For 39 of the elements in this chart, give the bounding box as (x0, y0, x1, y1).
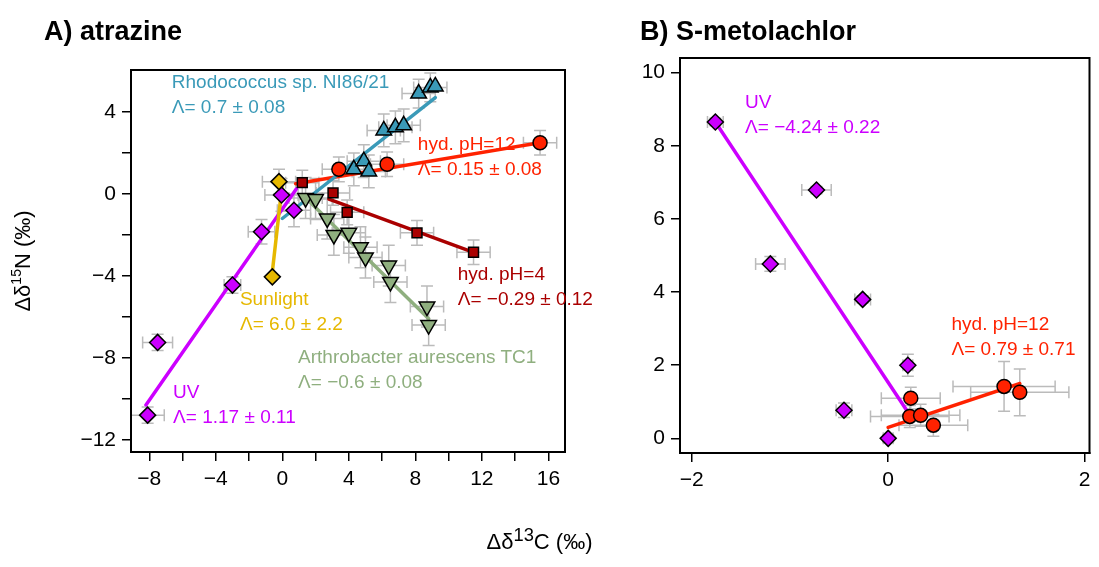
annotation: Λ= 6.0 ± 2.2 (239, 313, 343, 335)
annotation: Λ= −0.6 ± 0.08 (298, 371, 423, 393)
y-tick-label: 4 (104, 98, 117, 122)
x-tick-label: −4 (203, 466, 229, 490)
y-tick-label: −12 (80, 426, 116, 450)
chart-title: B) S-metolachlor (640, 16, 857, 46)
x-tick-label: 0 (276, 466, 289, 490)
y-tick-label: 8 (653, 132, 665, 156)
x-tick-label: 12 (470, 466, 494, 490)
annotation: Λ= 0.15 ± 0.08 (417, 158, 542, 180)
y-tick-label: 2 (653, 352, 665, 376)
y-tick-label: 0 (653, 425, 665, 449)
series-label: Sunlight (239, 288, 310, 310)
series-label: Rhodococcus sp. NI86/21 (171, 71, 390, 93)
y-tick-label: 10 (641, 59, 665, 83)
series-label: hyd. pH=4 (457, 263, 546, 285)
x-tick-label: 4 (342, 466, 355, 490)
x-axis-title: Δδ$^{13}$C (‰) (486, 524, 593, 555)
x-tick-label: −2 (679, 467, 704, 491)
annotation: Λ= 0.7 ± 0.08 (171, 96, 286, 118)
y-axis-title: Δδ15N (‰) (8, 210, 35, 312)
x-tick-label: 16 (536, 466, 561, 490)
y-tick-label: 0 (104, 180, 116, 204)
chart-title: A) atrazine (44, 16, 183, 46)
y-tick-label: 6 (653, 205, 665, 229)
x-tick-label: −8 (137, 466, 162, 490)
y-tick-label: 4 (653, 278, 666, 302)
annotation: Λ= −4.24 ± 0.22 (745, 116, 881, 138)
y-tick-label: −8 (92, 344, 116, 368)
x-tick-label: 2 (1078, 467, 1091, 491)
annotation: Λ= 1.17 ± 0.11 (173, 406, 296, 428)
annotation: Λ= 0.79 ± 0.71 (951, 338, 1076, 360)
series-label: UV (173, 381, 200, 403)
series-label: Arthrobacter aurescens TC1 (298, 346, 537, 368)
x-tick-label: 8 (409, 466, 422, 490)
series-label: UV (745, 91, 772, 113)
text: hyd. pH=12 (951, 313, 1050, 335)
x-tick-label: 0 (882, 467, 895, 491)
y-tick-label: −4 (92, 262, 117, 286)
